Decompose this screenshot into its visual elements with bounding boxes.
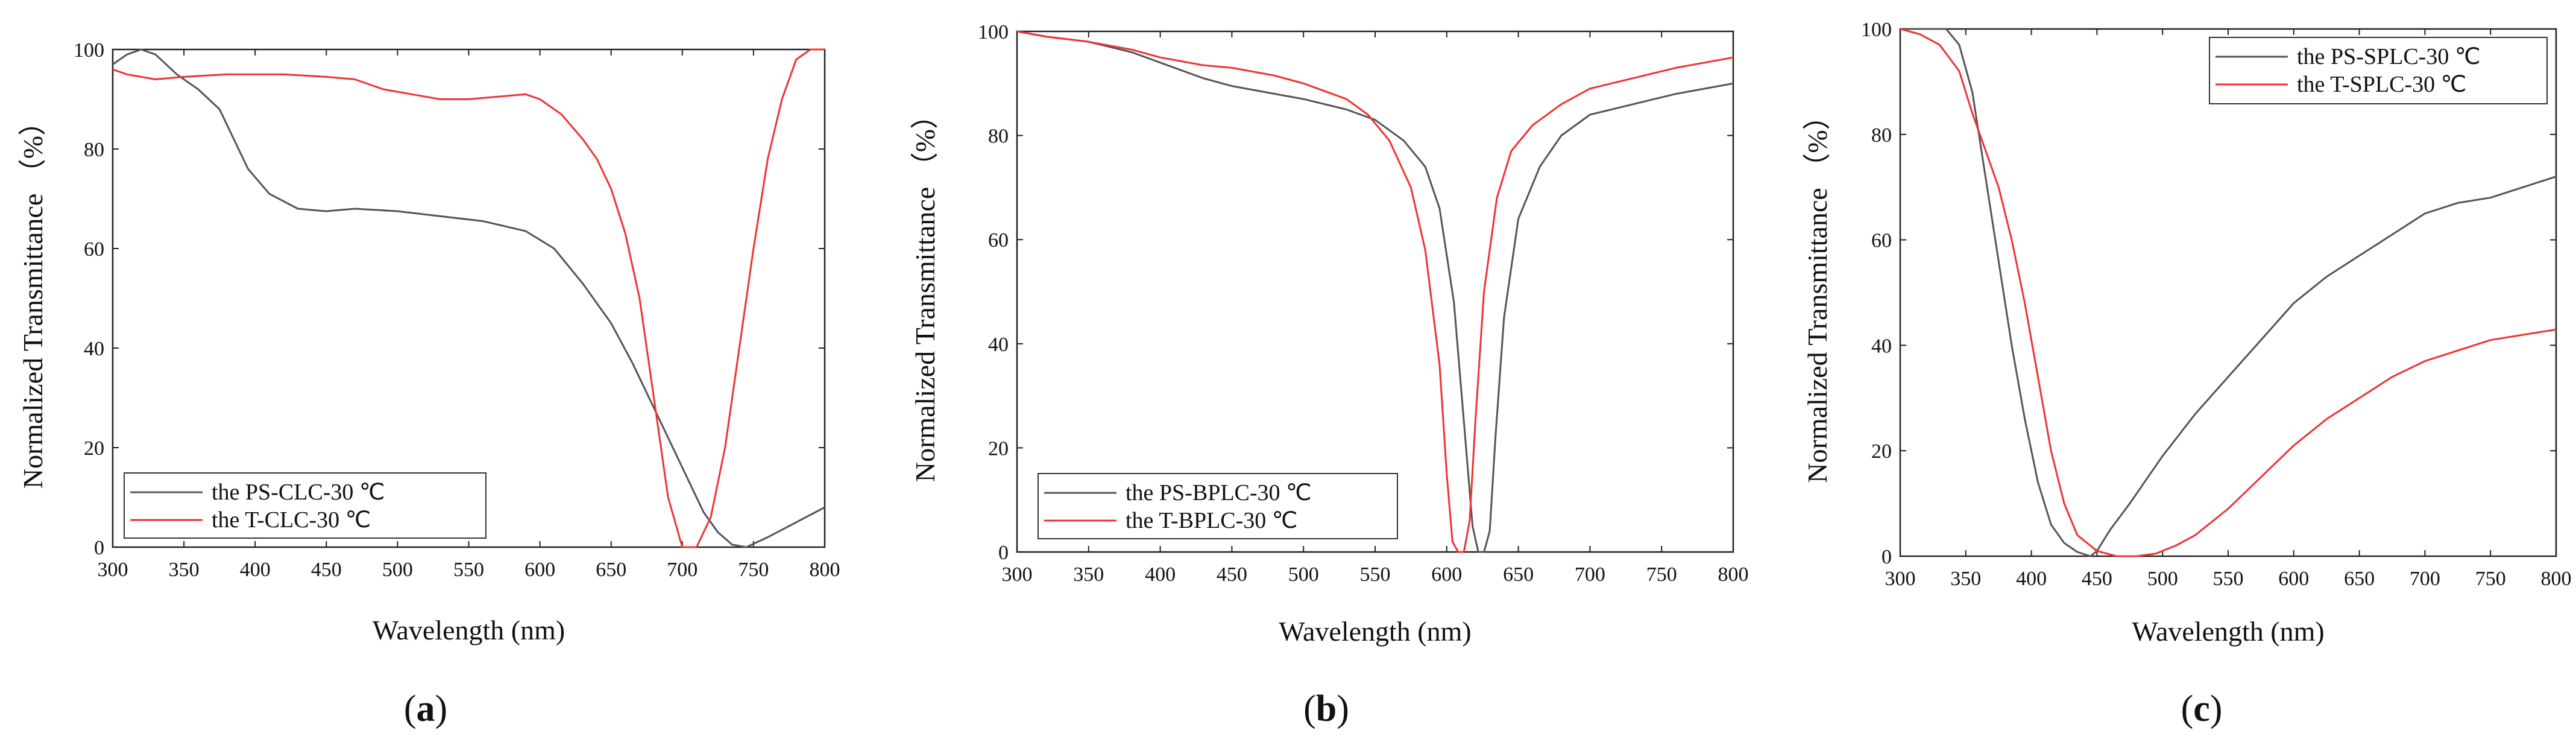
x-tick-label: 400 [2016,568,2047,590]
series-line-ps [1900,28,2556,557]
legend-entry-label: the T-CLC-30 ℃ [212,507,371,533]
series-line-t [1900,28,2556,557]
y-tick-label: 100 [74,39,104,62]
x-tick-label: 300 [1885,568,1916,590]
chart-panel-c: 300 350 400 450 500 550 600 650 700 750 800 0 20 40 60… [1802,19,2572,729]
y-tick-label: 60 [1871,230,1892,252]
y-tick-label: 20 [1871,440,1892,463]
x-tick-label: 550 [2213,568,2244,590]
x-tick-label: 650 [596,559,626,581]
x-tick-label: 600 [2278,568,2309,590]
panel-letter: a [417,688,435,729]
panel-letter: b [1316,688,1337,729]
x-tick-label: 550 [453,559,484,581]
x-tick-label: 500 [1288,563,1319,586]
x-tick-label: 400 [240,559,271,581]
y-tick-label: 100 [1861,19,1892,41]
y-tick-label: 40 [84,338,104,360]
legend-box [1038,473,1398,539]
y-tick-label: 100 [978,21,1009,43]
x-tick-label: 650 [1503,563,1534,586]
x-tick-label: 800 [810,559,840,581]
legend-entry-label: the PS-SPLC-30 ℃ [2297,44,2481,69]
y-tick-label: 20 [988,437,1009,460]
legend: the PS-SPLC-30 ℃ the T-SPLC-30 ℃ [2209,37,2548,104]
y-tick-label: 40 [1871,335,1892,357]
panel-label: (c) [2181,688,2223,729]
y-axis-title: Normalized Transmittance （%） [17,108,48,489]
x-tick-label: 700 [2410,568,2440,590]
plot-frame [1899,28,2557,557]
legend-box [2209,37,2548,104]
x-tick-label: 500 [382,559,413,581]
y-axis-title: Normalized Transmittance （%） [910,101,940,482]
y-tick-label: 80 [988,125,1009,148]
chart-panel-b: 300 350 400 450 500 550 600 650 700 750 800 0 20 40 60… [910,21,1749,729]
series-line-t [113,48,825,548]
x-tick-label: 800 [2541,568,2572,590]
x-axis-title: Wavelength (nm) [1279,616,1471,647]
y-tick-label: 20 [84,437,104,460]
x-tick-label: 700 [1575,563,1605,586]
series-line-ps [1017,30,1733,553]
legend-entry-label: the PS-CLC-30 ℃ [212,480,385,505]
x-tick-label: 450 [311,559,342,581]
legend-entry-label: the T-BPLC-30 ℃ [1126,508,1297,533]
y-tick-label: 0 [1882,546,1892,568]
x-tick-label: 350 [1073,563,1104,586]
y-tick-label: 40 [988,334,1009,356]
legend-entry-label: the PS-BPLC-30 ℃ [1126,480,1312,506]
x-tick-label: 300 [98,559,128,581]
y-tick-label: 80 [84,139,104,161]
series-line-t [1017,30,1733,553]
x-tick-label: 750 [1646,563,1677,586]
x-tick-label: 600 [1431,563,1462,586]
y-tick-label: 0 [94,537,104,559]
x-tick-label: 600 [524,559,555,581]
x-tick-label: 750 [738,559,769,581]
x-axis-title: Wavelength (nm) [2132,616,2324,647]
x-tick-label: 650 [2344,568,2375,590]
panel-label: (b) [1303,688,1349,729]
x-tick-label: 800 [1718,563,1749,586]
y-tick-label: 0 [998,542,1009,564]
legend-entry-label: the T-SPLC-30 ℃ [2297,72,2466,97]
x-tick-label: 450 [2082,568,2112,590]
x-axis-title: Wavelength (nm) [373,615,565,645]
x-tick-label: 300 [1002,563,1033,586]
chart-panel-a: 300 350 400 450 500 550 600 650 700 750 800 0 20 40 60… [17,39,840,729]
y-tick-label: 60 [988,229,1009,252]
y-tick-label: 80 [1871,124,1892,147]
x-tick-label: 500 [2147,568,2178,590]
panel-letter: c [2193,688,2210,729]
x-tick-label: 400 [1145,563,1176,586]
y-tick-label: 60 [84,238,104,261]
y-axis-title: Normalized Transmittance （%） [1802,102,1833,483]
x-tick-label: 350 [169,559,200,581]
x-tick-label: 700 [667,559,698,581]
series-line-ps [113,48,825,548]
x-tick-label: 450 [1217,563,1247,586]
x-tick-label: 750 [2475,568,2506,590]
legend-box [124,472,487,539]
panel-label: (a) [404,688,447,729]
x-tick-label: 350 [1950,568,1981,590]
x-tick-label: 550 [1360,563,1391,586]
